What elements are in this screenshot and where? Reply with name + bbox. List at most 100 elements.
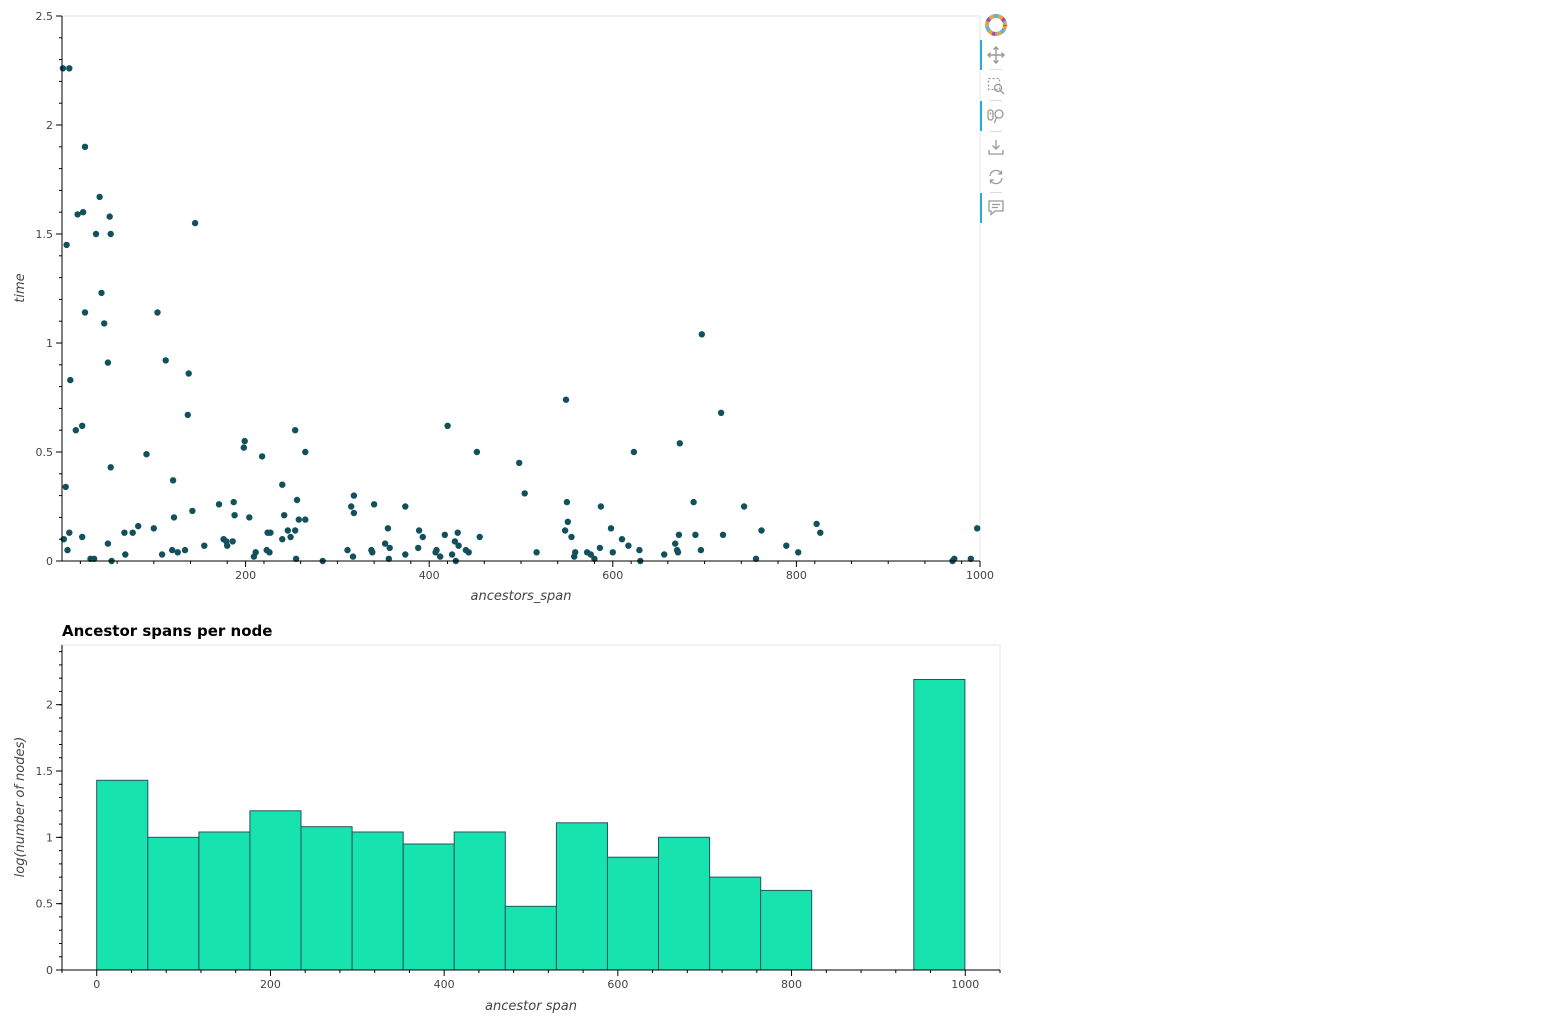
- histogram-axes: 0 200 400 600 800 1000 0 0.5 1 1.5 2: [36, 645, 1001, 991]
- histogram-bar: [453, 831, 506, 971]
- scatter-point: [122, 551, 129, 558]
- histogram-bar: [402, 843, 455, 971]
- scatter-point: [92, 230, 100, 238]
- histogram-x-tick-label: 800: [781, 978, 802, 991]
- scatter-point: [81, 309, 89, 316]
- scatter-point: [107, 230, 114, 238]
- pan-icon: [987, 46, 1005, 64]
- scatter-point: [350, 492, 358, 499]
- wheel-zoom-tool-button[interactable]: [980, 101, 1010, 131]
- scatter-point: [369, 549, 376, 556]
- bokeh-logo-icon[interactable]: [982, 12, 1010, 38]
- scatter-point: [292, 427, 299, 434]
- scatter-point: [74, 211, 81, 218]
- scatter-point: [433, 546, 440, 554]
- scatter-point: [66, 65, 73, 72]
- scatter-point: [181, 546, 189, 554]
- scatter-y-tick-label: 0: [46, 555, 53, 568]
- scatter-point: [698, 331, 705, 338]
- scatter-point: [169, 477, 177, 484]
- scatter-point: [281, 512, 288, 519]
- scatter-point: [587, 551, 594, 558]
- scatter-point: [246, 514, 253, 521]
- scatter-point: [135, 522, 142, 530]
- scatter-point: [59, 65, 67, 72]
- scatter-chart[interactable]: 200 400 600 800 1000 0 0.5 1 1.5 2 2.5 ancestors_s…: [0, 0, 1000, 615]
- scatter-point: [292, 527, 299, 534]
- histogram-x-tick-label: 200: [260, 978, 281, 991]
- scatter-point: [302, 516, 309, 523]
- scatter-point: [295, 516, 302, 523]
- scatter-point: [692, 531, 699, 538]
- scatter-point: [597, 503, 605, 510]
- scatter-point: [252, 549, 259, 556]
- scatter-point: [121, 529, 128, 536]
- scatter-point: [758, 527, 765, 534]
- scatter-point: [563, 498, 571, 506]
- histogram-bar: [504, 905, 557, 971]
- scatter-x-tick-label: 800: [786, 569, 807, 582]
- scatter-point: [568, 533, 575, 541]
- toolbar-separator: [990, 100, 1002, 101]
- histogram-x-tick-label: 600: [607, 978, 628, 991]
- scatter-x-tick-label: 1000: [966, 569, 994, 582]
- scatter-point: [189, 507, 196, 515]
- scatter-point: [170, 514, 178, 521]
- scatter-y-tick-label: 0.5: [36, 446, 54, 459]
- box-zoom-tool-button[interactable]: [982, 73, 1010, 99]
- scatter-point: [224, 542, 231, 549]
- scatter-point: [62, 483, 69, 491]
- hover-icon: [988, 200, 1004, 216]
- histogram-y-axis-title: log(number of nodes): [13, 737, 28, 878]
- scatter-y-tick-label: 1: [46, 337, 53, 350]
- scatter-point: [817, 529, 824, 536]
- reset-icon: [989, 169, 1003, 185]
- histogram-bar: [913, 679, 966, 971]
- scatter-point: [386, 544, 393, 552]
- scatter-point: [675, 531, 683, 538]
- scatter-point: [415, 527, 423, 534]
- histogram-y-tick-label: 1: [46, 831, 53, 844]
- scatter-point: [230, 498, 237, 506]
- hover-tool-button[interactable]: [980, 193, 1010, 223]
- scatter-x-tick-label: 600: [602, 569, 623, 582]
- save-tool-button[interactable]: [982, 134, 1010, 160]
- histogram-y-tick-label: 0.5: [36, 898, 54, 911]
- histogram-y-tick-label: 0: [46, 964, 53, 977]
- scatter-x-tick-label: 200: [235, 569, 256, 582]
- scatter-point: [154, 309, 161, 316]
- scatter-point: [279, 536, 286, 543]
- scatter-point: [150, 525, 157, 532]
- scatter-point: [465, 549, 472, 556]
- histogram-bars: [96, 679, 966, 971]
- scatter-point: [284, 527, 291, 534]
- scatter-point: [448, 551, 456, 558]
- scatter-point: [348, 503, 355, 510]
- histogram-chart[interactable]: Ancestor spans per node 0 200 400 600 800 100…: [0, 615, 1010, 1015]
- histogram-title: Ancestor spans per node: [62, 622, 272, 640]
- scatter-point: [630, 448, 638, 456]
- histogram-bar: [606, 856, 660, 971]
- scatter-point: [104, 540, 112, 547]
- scatter-point: [419, 533, 426, 541]
- pan-tool-button[interactable]: [980, 40, 1010, 70]
- reset-tool-button[interactable]: [982, 164, 1010, 190]
- scatter-point: [64, 546, 71, 554]
- scatter-point: [287, 533, 294, 541]
- scatter-point: [455, 542, 462, 549]
- scatter-point: [106, 213, 113, 220]
- wheel-zoom-icon: [987, 109, 1004, 124]
- histogram-bar: [96, 779, 149, 971]
- histogram-bar: [658, 836, 711, 971]
- scatter-point: [174, 549, 181, 556]
- scatter-point: [618, 536, 626, 543]
- scatter-point: [63, 241, 70, 249]
- scatter-point: [661, 551, 668, 558]
- scatter-point: [67, 376, 74, 384]
- scatter-point: [690, 498, 697, 506]
- save-icon: [988, 140, 1004, 155]
- histogram-bar: [709, 876, 762, 971]
- scatter-point: [740, 503, 748, 510]
- histogram-bar: [351, 831, 404, 971]
- scatter-point: [441, 531, 448, 538]
